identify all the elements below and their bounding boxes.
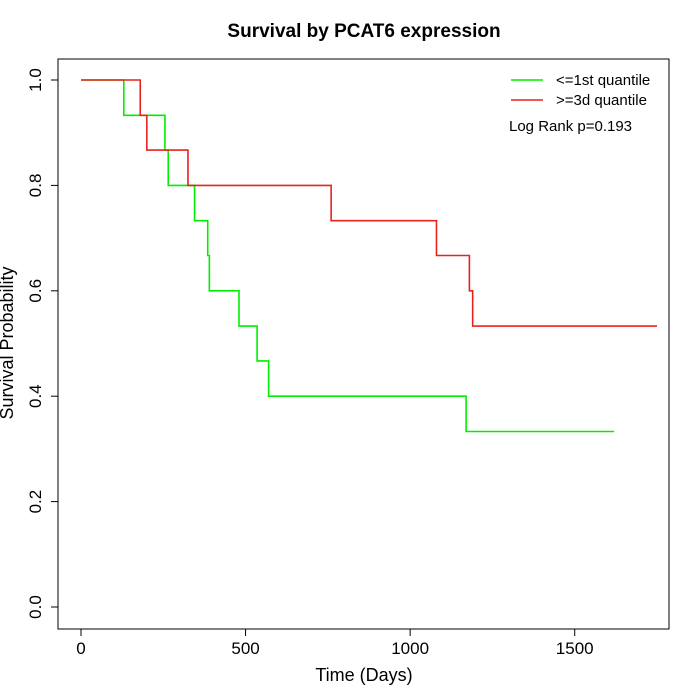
legend-label: <=1st quantile [556, 72, 650, 89]
log-rank-annotation: Log Rank p=0.193 [509, 118, 632, 135]
y-tick-label: 0.0 [26, 595, 45, 619]
y-tick-label: 1.0 [26, 68, 45, 92]
x-tick-label: 500 [231, 639, 259, 658]
legend: <=1st quantile >=3d quantile [511, 72, 650, 109]
y-axis-label: Survival Probability [0, 266, 17, 419]
x-tick-label: 1500 [556, 639, 594, 658]
y-tick-label: 0.8 [26, 174, 45, 198]
series-layer [81, 79, 657, 433]
survival-curve-series-2 [81, 79, 657, 327]
plot-frame [57, 58, 670, 630]
x-tick-label: 0 [76, 639, 85, 658]
y-tick-label: 0.6 [26, 279, 45, 303]
x-tick-label: 1000 [391, 639, 429, 658]
survival-curve-series-1 [81, 79, 615, 433]
x-axis: 0 500 1000 1500 [76, 628, 594, 658]
x-axis-label: Time (Days) [315, 665, 412, 685]
legend-label: >=3d quantile [556, 92, 647, 109]
y-tick-label: 0.4 [26, 384, 45, 408]
chart-title: Survival by PCAT6 expression [227, 21, 500, 42]
y-tick-label: 0.2 [26, 490, 45, 514]
y-axis: 0.0 0.2 0.4 0.6 0.8 1.0 [26, 68, 59, 619]
